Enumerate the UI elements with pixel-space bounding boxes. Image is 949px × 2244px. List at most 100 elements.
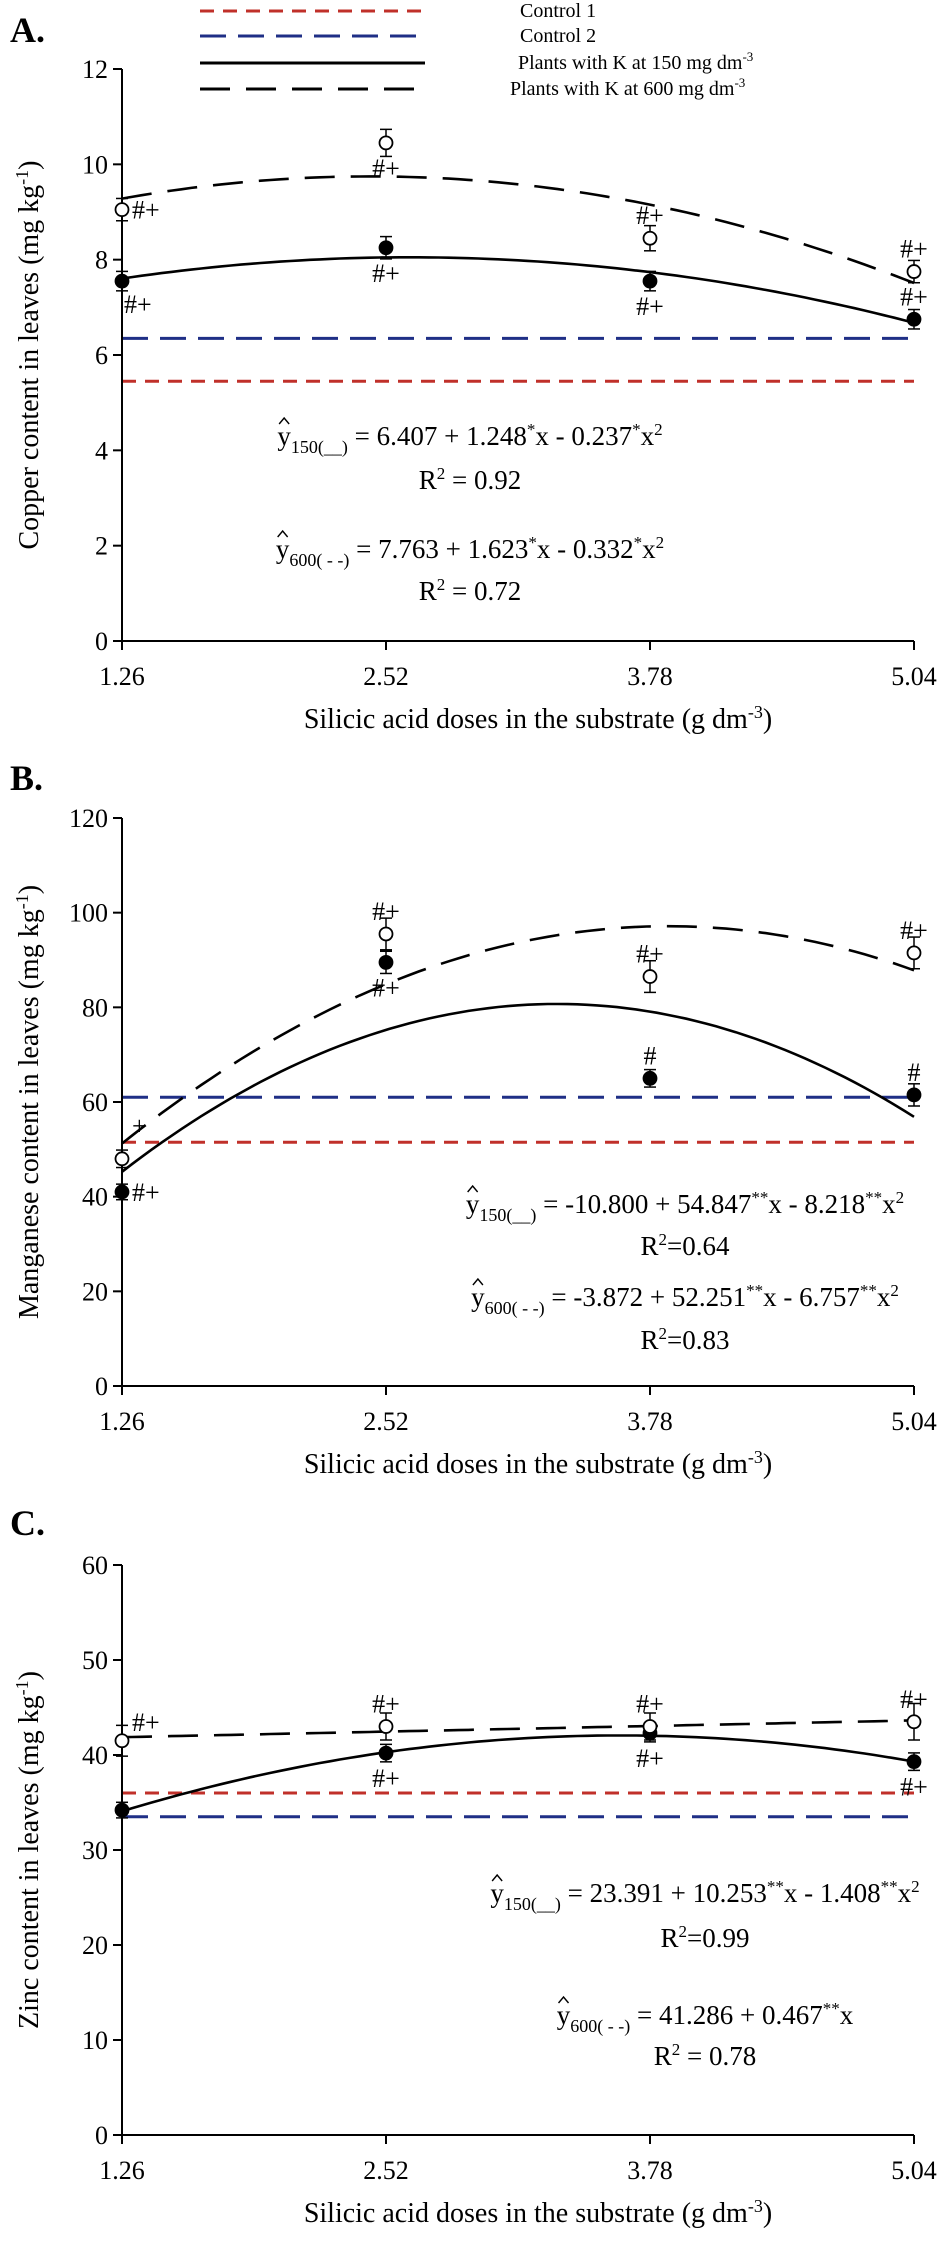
data-point-k150 bbox=[906, 1087, 922, 1103]
legend-label-control-1: Control 1 bbox=[520, 0, 596, 22]
panel-label: A. bbox=[10, 10, 45, 50]
data-point-k600 bbox=[906, 945, 922, 961]
significance-mark: #+ bbox=[636, 201, 664, 230]
r-squared: R2=0.83 bbox=[641, 1324, 730, 1355]
hat-mark bbox=[277, 529, 289, 538]
r-squared: R2=0.64 bbox=[641, 1230, 730, 1261]
significance-mark: # bbox=[908, 1058, 921, 1087]
y-tick-label: 6 bbox=[95, 341, 108, 370]
significance-mark: #+ bbox=[372, 897, 400, 926]
significance-mark: #+ bbox=[372, 154, 400, 183]
y-tick-label: 40 bbox=[82, 1183, 108, 1212]
y-tick-label: 2 bbox=[95, 532, 108, 561]
hat-mark bbox=[491, 1873, 503, 1882]
fit-curve-k150 bbox=[121, 1002, 915, 1173]
regression-equation: y150(__) = 23.391 + 10.253**x - 1.408**x… bbox=[490, 1877, 919, 1915]
chart-copper: A. 0 2 4 6 8 10 12 1.26 2.52 3.78 5.04 Silicic acid … bbox=[10, 10, 937, 735]
x-tick-label: 3.78 bbox=[627, 1407, 673, 1436]
significance-mark: # bbox=[644, 1041, 657, 1070]
regression-equation: y150(__) = 6.407 + 1.248*x - 0.237*x2 bbox=[277, 420, 662, 458]
hat-mark bbox=[472, 1277, 484, 1286]
significance-mark: #+ bbox=[900, 282, 928, 311]
hat-mark bbox=[557, 1995, 570, 2004]
r-squared: R2 = 0.78 bbox=[654, 2040, 757, 2071]
x-tick-label: 2.52 bbox=[363, 1407, 409, 1436]
significance-mark: #+ bbox=[636, 292, 664, 321]
hat-mark bbox=[278, 416, 290, 425]
y-tick-label: 0 bbox=[95, 2121, 108, 2150]
significance-mark: #+ bbox=[132, 196, 160, 225]
fit-curve-k150 bbox=[121, 256, 915, 324]
y-axis-label: Copper content in leaves (mg kg-1) bbox=[12, 160, 45, 549]
data-point-k150 bbox=[906, 1754, 922, 1770]
data-point-k150 bbox=[642, 273, 658, 289]
x-tick-label: 1.26 bbox=[99, 662, 145, 691]
y-hat: y bbox=[277, 421, 291, 451]
x-tick-label: 1.26 bbox=[99, 2156, 145, 2185]
data-point-k600 bbox=[378, 926, 394, 942]
x-tick-label: 2.52 bbox=[363, 2156, 409, 2185]
data-point-k600 bbox=[378, 135, 394, 151]
r-squared: R2=0.99 bbox=[661, 1922, 750, 1953]
legend-label-k600: Plants with K at 600 mg dm-3 bbox=[510, 75, 745, 100]
significance-mark: #+ bbox=[900, 1685, 928, 1714]
regression-equation: y600( - -) = 41.286 + 0.467**x bbox=[557, 1999, 854, 2037]
y-tick-label: 40 bbox=[82, 1741, 108, 1770]
y-tick-label: 20 bbox=[82, 1277, 108, 1306]
significance-mark: #+ bbox=[372, 973, 400, 1002]
significance-mark: #+ bbox=[900, 235, 928, 264]
legend: Control 1 Control 2 Plants with K at 150… bbox=[200, 0, 753, 100]
chart-manganese: B. 0 20 40 60 80 100 120 1.26 2.52 3.78 5.04 Silicic… bbox=[10, 758, 937, 1480]
y-tick-label: 4 bbox=[95, 436, 108, 465]
significance-mark: #+ bbox=[900, 916, 928, 945]
x-tick-label: 2.52 bbox=[363, 662, 409, 691]
significance-mark: #+ bbox=[124, 290, 152, 319]
legend-label-k150: Plants with K at 150 mg dm-3 bbox=[518, 49, 753, 74]
x-axis-label: Silicic acid doses in the substrate (g d… bbox=[304, 2196, 772, 2229]
x-axis-label: Silicic acid doses in the substrate (g d… bbox=[304, 1447, 772, 1480]
data-point-k150 bbox=[114, 273, 130, 289]
fit-curve-k600 bbox=[121, 175, 915, 285]
significance-mark: #+ bbox=[372, 259, 400, 288]
significance-mark: #+ bbox=[372, 1690, 400, 1719]
y-tick-label: 60 bbox=[82, 1551, 108, 1580]
chart-zinc: C. 0 10 20 30 40 50 60 1.26 2.52 3.78 5.04 Silicic a… bbox=[10, 1503, 937, 2229]
significance-mark: #+ bbox=[372, 1764, 400, 1793]
y-tick-label: 60 bbox=[82, 1088, 108, 1117]
x-tick-label: 3.78 bbox=[627, 662, 673, 691]
y-axis-label: Zinc content in leaves (mg kg-1) bbox=[12, 1671, 45, 2029]
data-point-k600 bbox=[114, 202, 130, 218]
significance-mark: + bbox=[132, 1112, 147, 1141]
x-tick-label: 5.04 bbox=[891, 2156, 937, 2185]
data-point-k600 bbox=[378, 1719, 394, 1734]
data-point-k150 bbox=[378, 240, 394, 256]
y-tick-label: 0 bbox=[95, 1372, 108, 1401]
x-tick-label: 1.26 bbox=[99, 1407, 145, 1436]
y-tick-label: 80 bbox=[82, 993, 108, 1022]
y-hat: y bbox=[471, 1282, 485, 1312]
regression-equation: y600( - -) = 7.763 + 1.623*x - 0.332*x2 bbox=[276, 533, 664, 571]
significance-mark: #+ bbox=[636, 940, 664, 969]
y-tick-label: 120 bbox=[69, 804, 108, 833]
data-point-k600 bbox=[114, 1151, 130, 1167]
hat-mark bbox=[467, 1184, 479, 1193]
data-point-k600 bbox=[642, 969, 658, 984]
x-tick-label: 5.04 bbox=[891, 1407, 937, 1436]
data-point-k150 bbox=[378, 1745, 394, 1761]
y-tick-label: 8 bbox=[95, 246, 108, 275]
regression-equation: y600( - -) = -3.872 + 52.251**x - 6.757*… bbox=[471, 1281, 899, 1319]
y-tick-label: 20 bbox=[82, 1931, 108, 1960]
y-axis-label: Manganese content in leaves (mg kg-1) bbox=[12, 885, 45, 1319]
panel-label: C. bbox=[10, 1503, 45, 1543]
data-point-k150 bbox=[114, 1802, 130, 1818]
y-tick-label: 10 bbox=[82, 2026, 108, 2055]
r-squared: R2 = 0.72 bbox=[419, 575, 522, 606]
data-point-k600 bbox=[642, 1719, 658, 1734]
y-tick-label: 10 bbox=[82, 150, 108, 179]
fit-curve-k600 bbox=[121, 1719, 915, 1739]
x-tick-label: 5.04 bbox=[891, 662, 937, 691]
data-point-k150 bbox=[378, 954, 394, 970]
data-point-k150 bbox=[906, 311, 922, 327]
significance-mark: #+ bbox=[636, 1744, 664, 1773]
